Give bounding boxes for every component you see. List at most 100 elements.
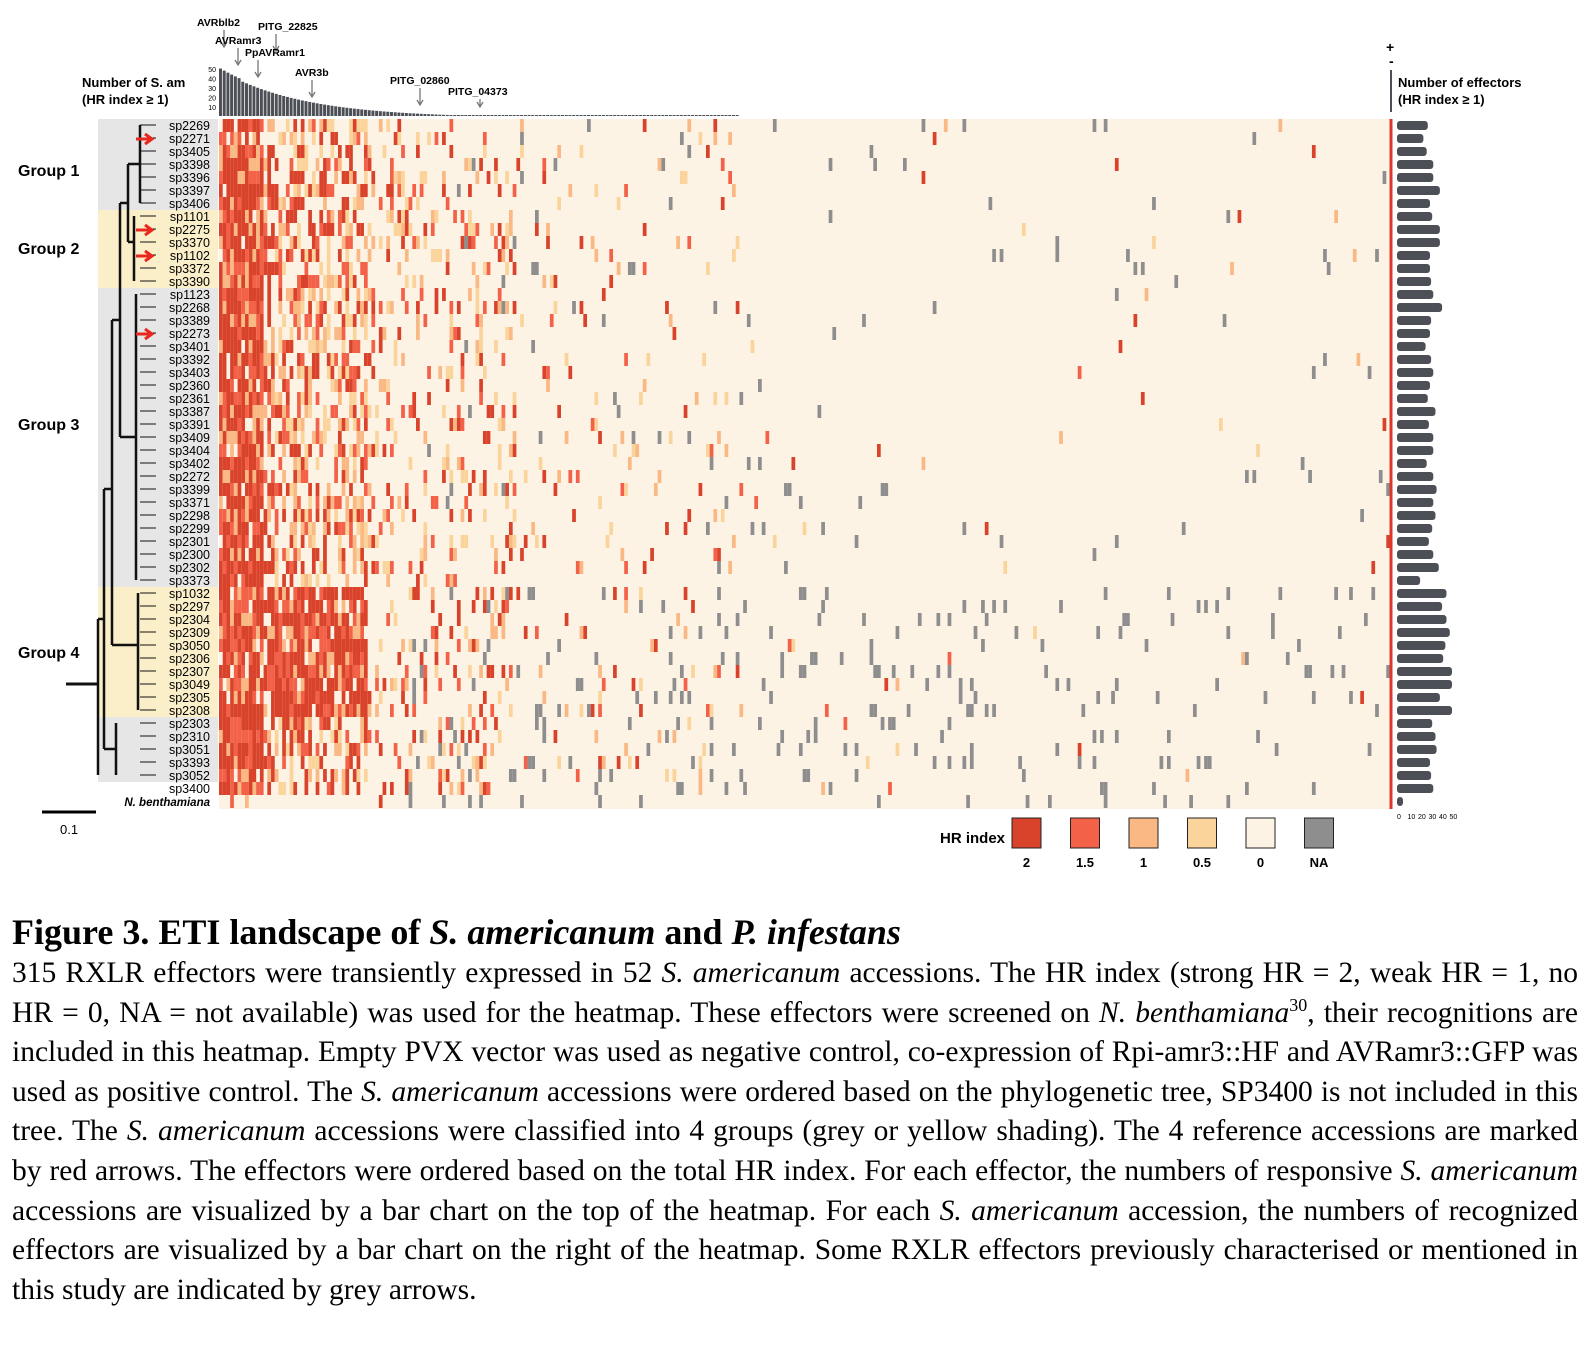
heatmap-cell bbox=[594, 730, 599, 743]
heatmap-cell bbox=[282, 704, 286, 717]
heatmap-cell bbox=[352, 496, 357, 509]
heatmap-cell bbox=[219, 236, 223, 249]
heatmap-cell bbox=[613, 587, 617, 600]
right-bar bbox=[1397, 576, 1421, 585]
heatmap-cell bbox=[501, 561, 506, 574]
top-bar bbox=[494, 115, 498, 116]
heatmap-cell bbox=[676, 782, 680, 795]
heatmap-cell bbox=[256, 132, 260, 145]
heatmap-cell bbox=[226, 158, 231, 171]
top-bar bbox=[326, 105, 330, 116]
heatmap-cell bbox=[341, 366, 346, 379]
heatmap-cell bbox=[237, 418, 242, 431]
heatmap-cell bbox=[237, 132, 242, 145]
heatmap-cell bbox=[222, 340, 227, 353]
top-bar-tick: 40 bbox=[208, 77, 216, 84]
legend-swatch bbox=[1304, 817, 1334, 849]
heatmap-cell bbox=[267, 496, 272, 509]
heatmap-cell bbox=[245, 782, 249, 795]
heatmap-cell bbox=[423, 535, 428, 548]
heatmap-cell bbox=[248, 275, 253, 288]
heatmap-cell bbox=[397, 223, 402, 236]
heatmap-cell bbox=[705, 522, 710, 535]
heatmap-cell bbox=[475, 730, 480, 743]
accession-label: sp2304 bbox=[169, 613, 210, 627]
heatmap-cell bbox=[248, 145, 253, 158]
heatmap-cell bbox=[482, 301, 487, 314]
heatmap-cell bbox=[449, 314, 454, 327]
heatmap-cell bbox=[278, 782, 283, 795]
right-bar-tick: 10 bbox=[1408, 814, 1416, 821]
heatmap-cell bbox=[222, 301, 227, 314]
heatmap-cell bbox=[289, 652, 294, 665]
heatmap-cell bbox=[642, 119, 647, 132]
heatmap-cell bbox=[352, 379, 357, 392]
heatmap-cell bbox=[300, 665, 305, 678]
heatmap-cell bbox=[349, 119, 353, 132]
heatmap-cell bbox=[583, 626, 588, 639]
heatmap-cell bbox=[520, 171, 524, 184]
heatmap-cell bbox=[497, 301, 502, 314]
heatmap-cell bbox=[319, 678, 324, 691]
heatmap-cell bbox=[966, 795, 970, 808]
heatmap-cell bbox=[252, 145, 257, 158]
heatmap-cell bbox=[371, 444, 376, 457]
phylogenetic-tree bbox=[66, 124, 156, 776]
heatmap-cell bbox=[468, 730, 472, 743]
heatmap-cell bbox=[341, 470, 346, 483]
accession-label: sp3051 bbox=[169, 743, 210, 757]
heatmap-cell bbox=[245, 600, 249, 613]
accession-label: sp3050 bbox=[169, 639, 210, 653]
heatmap-cell bbox=[230, 691, 234, 704]
heatmap-cell bbox=[460, 470, 465, 483]
heatmap-cell bbox=[233, 353, 238, 366]
heatmap-cell bbox=[245, 704, 249, 717]
heatmap-cell bbox=[263, 353, 268, 366]
heatmap-cell bbox=[349, 236, 353, 249]
heatmap-cell bbox=[297, 704, 301, 717]
heatmap-cell bbox=[300, 522, 305, 535]
heatmap-cell bbox=[311, 626, 316, 639]
heatmap-cell bbox=[390, 171, 394, 184]
heatmap-cell bbox=[475, 171, 480, 184]
heatmap-cell bbox=[341, 314, 346, 327]
heatmap-cell bbox=[1349, 587, 1353, 600]
heatmap-cell bbox=[575, 769, 580, 782]
heatmap-cell bbox=[326, 587, 331, 600]
heatmap-cell bbox=[245, 717, 249, 730]
heatmap-cell bbox=[256, 210, 260, 223]
heatmap-cell bbox=[233, 600, 238, 613]
heatmap-cell bbox=[1111, 691, 1115, 704]
heatmap-cell bbox=[360, 691, 364, 704]
heatmap-cell bbox=[397, 184, 402, 197]
heatmap-cell bbox=[315, 249, 320, 262]
heatmap-cell bbox=[691, 665, 695, 678]
top-bar bbox=[464, 115, 468, 116]
heatmap-cell bbox=[494, 392, 498, 405]
heatmap-cell bbox=[1256, 730, 1260, 743]
heatmap-cell bbox=[267, 288, 272, 301]
heatmap-cell bbox=[241, 496, 246, 509]
heatmap-cell bbox=[293, 587, 298, 600]
heatmap-cell bbox=[390, 418, 394, 431]
heatmap-cell bbox=[337, 704, 342, 717]
heatmap-cell bbox=[367, 691, 372, 704]
heatmap-cell bbox=[300, 470, 305, 483]
top-bar bbox=[263, 90, 267, 116]
heatmap-cell bbox=[390, 184, 394, 197]
heatmap-cell bbox=[360, 613, 364, 626]
heatmap-cell bbox=[449, 301, 454, 314]
heatmap-cell bbox=[237, 730, 242, 743]
caption-body: 315 RXLR effectors were transiently expr… bbox=[12, 957, 1579, 1306]
heatmap-cell bbox=[219, 756, 223, 769]
heatmap-cell bbox=[624, 561, 628, 574]
heatmap-cell bbox=[263, 379, 268, 392]
heatmap-cell bbox=[973, 691, 978, 704]
top-bar bbox=[590, 115, 594, 116]
heatmap-cell bbox=[404, 483, 409, 496]
heatmap-cell bbox=[245, 444, 249, 457]
heatmap-cell bbox=[278, 405, 283, 418]
heatmap-cell bbox=[494, 561, 498, 574]
heatmap-cell bbox=[1323, 249, 1327, 262]
group-shading-band bbox=[98, 210, 218, 288]
